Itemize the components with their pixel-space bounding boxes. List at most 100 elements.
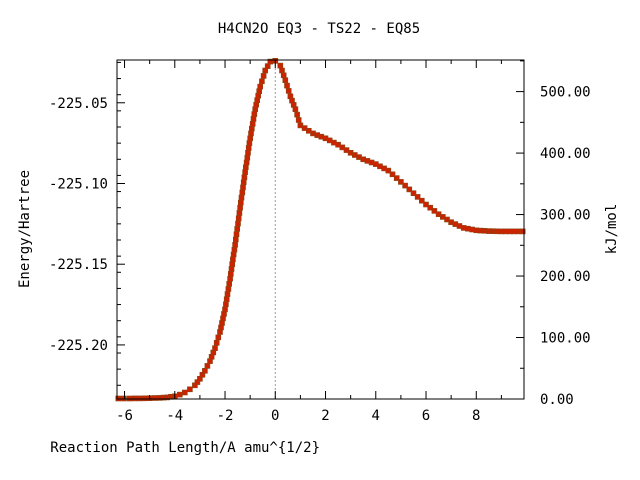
data-point [240,184,246,191]
data-point [294,111,300,118]
data-point [418,197,425,204]
x-tick-label: -2 [217,408,234,424]
data-point [406,186,413,193]
x-tick-label: 6 [422,408,430,424]
data-point [285,88,292,94]
y2-tick-label: 100.00 [540,331,591,347]
data-point [202,367,208,374]
y-tick-label: -225.10 [49,176,108,192]
data-point [279,67,285,74]
x-axis-label: Reaction Path Length/A amu^{1/2} [50,440,320,456]
data-point [182,389,188,396]
data-point [234,226,240,232]
data-point [238,199,244,206]
data-point [213,339,220,346]
x-tick-label: 8 [472,408,480,424]
data-point [151,395,158,401]
data-point [141,395,148,402]
data-point [229,261,235,268]
data-point [223,301,229,308]
data-point [225,286,232,292]
data-point [259,78,265,85]
data-point [414,194,421,200]
data-point [224,291,231,297]
data-point [249,121,256,127]
y2-tick-label: 400.00 [540,146,591,162]
data-point [238,194,245,201]
data-point [131,395,138,402]
data-point [246,140,253,146]
x-tick-label: 4 [372,408,380,424]
data-point [177,391,183,398]
data-point [230,251,237,258]
y-tick-label: -225.15 [49,257,108,273]
data-point [431,208,438,214]
data-point [385,167,392,174]
data-point [219,320,225,326]
data-point [241,174,248,181]
x-tick-label: -4 [166,408,183,424]
series-layer [115,57,526,402]
data-point [236,210,243,216]
x-tick-label: -6 [116,408,133,424]
data-point [226,280,232,287]
data-point [244,154,251,161]
data-point [260,73,267,79]
data-point [232,242,238,248]
data-point [228,266,235,272]
data-point [250,116,257,122]
data-point [251,111,258,117]
data-point [222,306,228,313]
data-point [245,145,252,151]
data-point [277,62,284,69]
data-point [212,345,218,352]
data-point [240,179,247,186]
x-tick-label: 0 [271,408,279,424]
data-point [227,275,233,282]
data-point [233,231,240,237]
y2-tick-label: 300.00 [540,208,591,224]
data-point [282,77,289,83]
data-point [280,72,287,79]
y-axis-label: Energy/Hartree [17,170,33,288]
data-point [243,164,249,171]
data-point [249,125,255,132]
data-point [423,201,429,208]
data-point [215,334,222,341]
data-point [410,190,417,196]
y2-tick-label: 0.00 [540,392,574,408]
chart-title: H4CN2O EQ3 - TS22 - EQ85 [218,21,420,37]
y-tick-label: -225.20 [49,338,108,354]
data-point [223,296,230,303]
data-point [389,171,396,178]
data-point [402,182,408,189]
data-point [292,106,299,112]
data-point [247,135,253,142]
data-point [256,88,263,94]
data-point [393,175,400,181]
data-point [233,236,239,243]
x-tick-label: 2 [321,408,329,424]
data-point [235,220,241,227]
data-point [242,169,248,175]
data-point [519,228,526,235]
data-point [245,150,251,156]
y-tick-label: -225.05 [49,96,108,112]
data-point [187,386,193,393]
data-point [136,395,143,402]
data-point [284,82,290,89]
data-point [295,117,302,123]
data-point [398,179,404,185]
data-point [228,271,234,277]
y2-tick-label: 500.00 [540,85,591,101]
data-point [235,215,242,222]
data-point [243,159,250,166]
data-point [230,256,236,263]
data-point [231,246,238,253]
data-point [237,204,243,211]
axis-layer: -6 -4 -2 0 2 4 6 8 -225.05 -225.10 -225.15 -225.20 0… [49,60,591,424]
data-point [239,189,246,196]
data-point [257,83,264,90]
data-point [248,130,254,137]
